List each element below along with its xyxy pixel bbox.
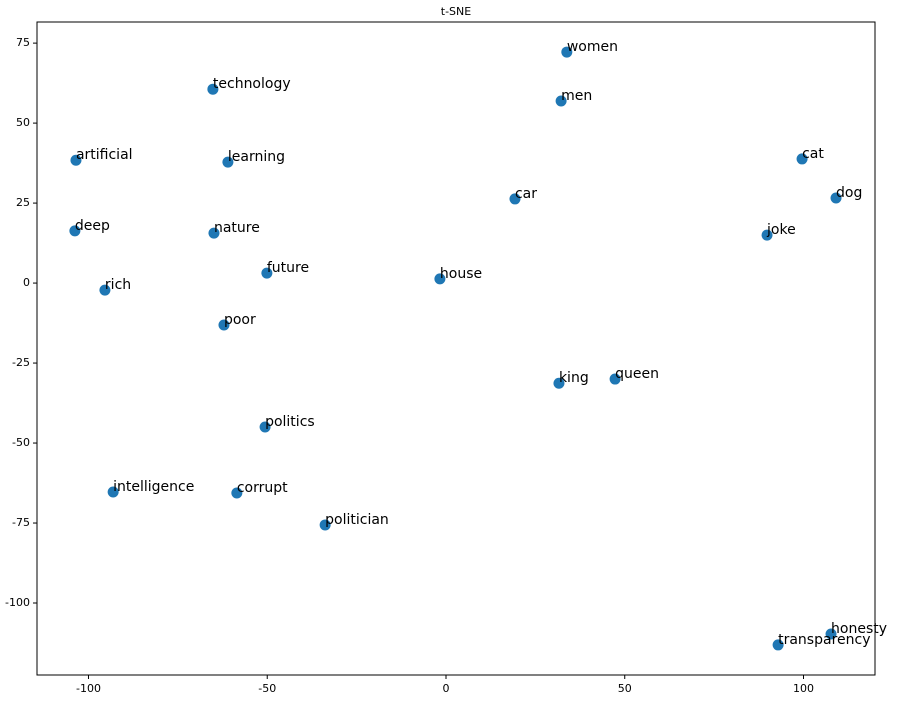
point-label: house	[440, 266, 482, 282]
point	[434, 273, 446, 285]
x-tick-label: 50	[618, 682, 632, 695]
point-label: intelligence	[113, 479, 194, 495]
point	[261, 267, 273, 279]
point-label: queen	[615, 366, 659, 382]
point-label: artificial	[76, 147, 133, 163]
point	[509, 193, 521, 205]
y-tick-label: -50	[12, 436, 30, 449]
point	[561, 46, 573, 58]
y-tick-label: 0	[23, 276, 30, 289]
point-label: politician	[325, 512, 389, 528]
point	[761, 229, 773, 241]
point	[555, 95, 567, 107]
point-label: future	[267, 260, 309, 276]
point	[107, 486, 119, 498]
point	[69, 225, 81, 237]
point	[319, 519, 331, 531]
y-tick-label: -25	[12, 356, 30, 369]
point	[231, 487, 243, 499]
point	[825, 628, 837, 640]
point	[218, 319, 230, 331]
point-label: joke	[766, 222, 796, 238]
y-tick-label: -100	[5, 596, 30, 609]
plot-frame	[36, 21, 876, 676]
point-label: politics	[265, 414, 315, 430]
point-label: nature	[214, 220, 260, 236]
point-label: car	[515, 186, 537, 202]
x-tick-label: 100	[793, 682, 814, 695]
point-label: learning	[228, 149, 285, 165]
point	[207, 83, 219, 95]
point	[609, 373, 621, 385]
y-tick-label: 75	[16, 36, 30, 49]
point-label: rich	[105, 277, 131, 293]
point-label: dog	[836, 185, 862, 201]
point-label: men	[561, 88, 592, 104]
point	[99, 284, 111, 296]
y-tick-label: -75	[12, 516, 30, 529]
point	[830, 192, 842, 204]
point	[70, 154, 82, 166]
chart-title: t-SNE	[441, 5, 471, 18]
x-tick-label: -100	[76, 682, 101, 695]
point-label: women	[567, 39, 618, 55]
point	[553, 377, 565, 389]
point	[796, 153, 808, 165]
point-label: king	[559, 370, 589, 386]
y-tick-label: 50	[16, 116, 30, 129]
y-tick-label: 25	[16, 196, 30, 209]
point	[259, 421, 271, 433]
x-tick-label: 0	[442, 682, 449, 695]
point-label: corrupt	[237, 480, 288, 496]
point-label: transparency	[778, 632, 870, 648]
point-label: poor	[224, 312, 256, 328]
point	[222, 156, 234, 168]
point-label: cat	[802, 146, 824, 162]
point	[208, 227, 220, 239]
point	[772, 639, 784, 651]
x-tick-label: -50	[258, 682, 276, 695]
point-label: honesty	[831, 621, 887, 637]
point-label: technology	[213, 76, 291, 92]
point-label: deep	[75, 218, 110, 234]
